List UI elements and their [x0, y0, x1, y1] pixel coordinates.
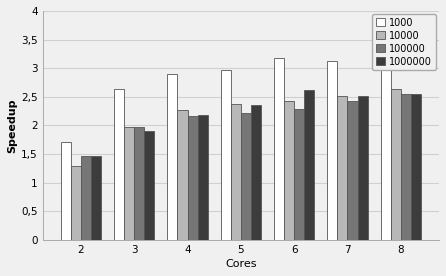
X-axis label: Cores: Cores — [225, 259, 256, 269]
Bar — [241, 113, 251, 240]
Bar — [221, 70, 231, 240]
Bar — [251, 105, 261, 240]
Bar — [380, 48, 391, 240]
Bar — [167, 74, 178, 240]
Bar — [81, 156, 91, 240]
Bar — [134, 127, 145, 240]
Bar — [347, 101, 358, 240]
Bar — [198, 115, 208, 240]
Bar — [124, 127, 134, 240]
Bar — [391, 89, 401, 240]
Bar — [61, 142, 71, 240]
Bar — [337, 96, 347, 240]
Bar — [401, 94, 411, 240]
Bar — [304, 90, 314, 240]
Bar — [294, 110, 304, 240]
Bar — [114, 89, 124, 240]
Bar — [91, 156, 101, 240]
Bar — [178, 110, 187, 240]
Bar — [358, 96, 368, 240]
Bar — [327, 61, 337, 240]
Y-axis label: Speedup: Speedup — [7, 98, 17, 153]
Legend: 1000, 10000, 100000, 1000000: 1000, 10000, 100000, 1000000 — [372, 14, 436, 70]
Bar — [274, 58, 284, 240]
Bar — [411, 94, 421, 240]
Bar — [71, 166, 81, 240]
Bar — [145, 131, 154, 240]
Bar — [187, 116, 198, 240]
Bar — [231, 104, 241, 240]
Bar — [284, 101, 294, 240]
